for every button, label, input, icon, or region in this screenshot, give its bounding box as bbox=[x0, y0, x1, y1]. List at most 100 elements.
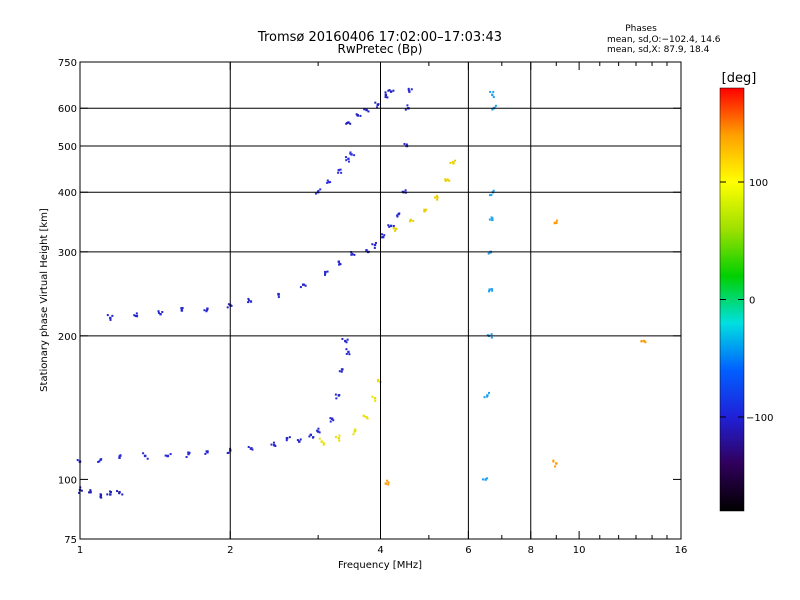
data-point-echo bbox=[488, 218, 491, 221]
data-point-echo bbox=[366, 417, 369, 420]
data-point-echo bbox=[187, 451, 190, 454]
series-o-trace-upper bbox=[314, 151, 356, 195]
data-point-echo bbox=[142, 452, 145, 455]
data-point bbox=[384, 93, 388, 97]
data-point-echo bbox=[412, 219, 415, 222]
data-point-echo bbox=[487, 252, 490, 255]
data-point bbox=[337, 168, 341, 172]
data-point-echo bbox=[144, 454, 147, 457]
data-point-echo bbox=[251, 448, 254, 451]
data-point-echo bbox=[349, 122, 352, 125]
data-point-echo bbox=[407, 88, 410, 91]
data-point-echo bbox=[335, 397, 338, 400]
data-point-echo bbox=[334, 436, 337, 439]
data-point-echo bbox=[326, 181, 329, 184]
data-point-echo bbox=[334, 393, 337, 396]
phases-line-x: mean, sd,X: 87.9, 18.4 bbox=[607, 45, 710, 55]
data-point-echo bbox=[376, 106, 379, 109]
data-point-echo bbox=[106, 493, 109, 496]
data-point-echo bbox=[322, 442, 325, 445]
data-point-echo bbox=[248, 299, 251, 302]
data-point-echo bbox=[486, 477, 489, 480]
data-point bbox=[389, 90, 393, 93]
data-point bbox=[389, 224, 393, 228]
data-point-echo bbox=[206, 450, 209, 453]
series-o-trace-f1-f2-lower bbox=[76, 337, 351, 463]
data-point-echo bbox=[133, 314, 136, 317]
data-point-echo bbox=[206, 309, 209, 312]
data-point-echo bbox=[329, 417, 332, 420]
data-point-echo bbox=[270, 443, 273, 446]
data-point-echo bbox=[227, 303, 230, 306]
data-point-echo bbox=[323, 273, 326, 276]
colorbar-tick-label: 100 bbox=[749, 178, 768, 189]
data-point-echo bbox=[111, 314, 114, 317]
data-point-echo bbox=[386, 96, 389, 99]
data-point-echo bbox=[180, 307, 183, 310]
data-point-echo bbox=[135, 312, 138, 315]
data-point-echo bbox=[380, 236, 383, 239]
data-point bbox=[118, 491, 121, 494]
data-point bbox=[309, 433, 312, 437]
data-point bbox=[330, 417, 334, 420]
data-point bbox=[337, 260, 341, 263]
data-point-echo bbox=[394, 229, 397, 232]
y-tick-label: 600 bbox=[58, 104, 77, 115]
data-point-echo bbox=[317, 427, 320, 430]
data-point-echo bbox=[288, 436, 291, 439]
data-point-echo bbox=[492, 189, 495, 192]
data-point bbox=[89, 491, 92, 494]
data-point-echo bbox=[423, 208, 426, 211]
data-point-echo bbox=[492, 90, 495, 93]
data-point-echo bbox=[318, 437, 321, 440]
data-point-echo bbox=[230, 304, 233, 307]
data-point-echo bbox=[425, 208, 428, 211]
data-point-echo bbox=[312, 436, 315, 439]
phases-title: Phases bbox=[625, 24, 657, 34]
data-point-echo bbox=[340, 171, 343, 174]
data-point-echo bbox=[157, 311, 160, 314]
data-point-echo bbox=[345, 122, 348, 125]
data-point-echo bbox=[552, 459, 555, 462]
data-point-echo bbox=[453, 159, 456, 162]
data-point-echo bbox=[347, 160, 350, 163]
data-point-echo bbox=[169, 453, 172, 456]
data-point-echo bbox=[491, 108, 494, 111]
data-point-echo bbox=[326, 179, 329, 182]
data-point-echo bbox=[392, 89, 395, 92]
data-point-echo bbox=[492, 96, 495, 99]
data-point-echo bbox=[314, 192, 317, 195]
data-point-echo bbox=[338, 439, 341, 442]
data-point-echo bbox=[485, 395, 488, 398]
data-point bbox=[320, 440, 323, 443]
x-tick-label: 6 bbox=[465, 545, 471, 556]
phases-line-o: mean, sd,O:−102.4, 14.6 bbox=[607, 35, 721, 45]
data-point-echo bbox=[405, 143, 408, 146]
data-point-echo bbox=[345, 348, 348, 351]
data-point-echo bbox=[181, 307, 184, 310]
data-point-echo bbox=[490, 336, 493, 339]
data-point bbox=[373, 243, 377, 247]
data-point-echo bbox=[121, 493, 124, 496]
data-point-echo bbox=[78, 491, 81, 494]
data-point-echo bbox=[483, 396, 486, 399]
data-point-echo bbox=[436, 198, 439, 201]
data-point bbox=[135, 314, 139, 318]
data-point-echo bbox=[434, 196, 437, 199]
x-tick-label: 10 bbox=[573, 545, 586, 556]
data-point-echo bbox=[98, 460, 101, 463]
data-point-echo bbox=[404, 189, 407, 192]
data-point-echo bbox=[640, 340, 643, 343]
data-point-echo bbox=[316, 429, 319, 432]
data-point bbox=[347, 157, 350, 161]
data-point-echo bbox=[161, 311, 164, 314]
data-point-echo bbox=[490, 193, 493, 196]
data-point-echo bbox=[88, 491, 91, 494]
x-axis-label: Frequency [MHz] bbox=[338, 560, 422, 571]
y-tick-label: 750 bbox=[58, 58, 77, 69]
data-point-echo bbox=[491, 217, 494, 220]
data-point-echo bbox=[118, 492, 121, 495]
data-point bbox=[436, 196, 439, 199]
data-point-echo bbox=[97, 460, 100, 463]
